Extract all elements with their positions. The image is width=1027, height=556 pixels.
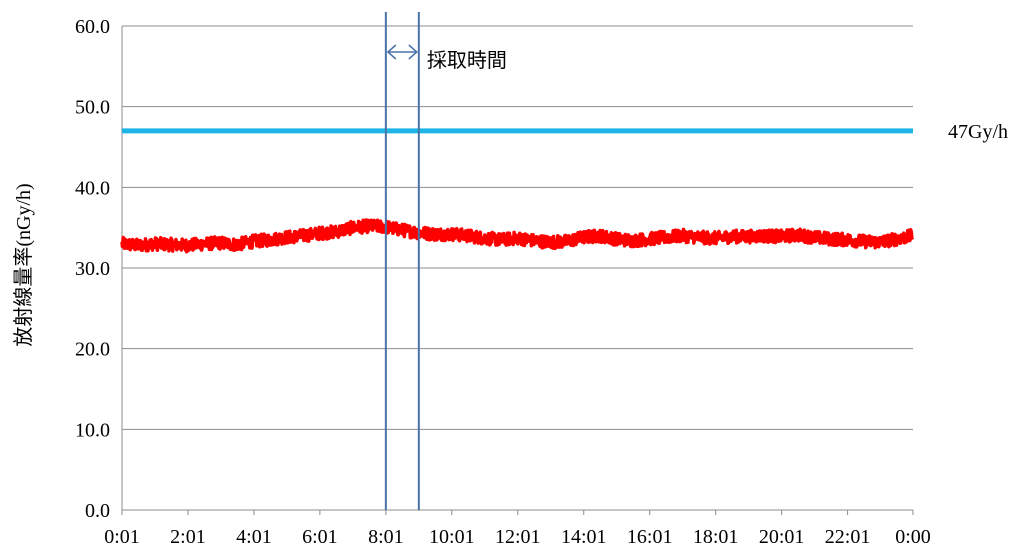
x-tick-label: 12:01 — [495, 526, 541, 548]
y-axis-ticks: 0.0 10.0 20.0 30.0 40.0 50.0 60.0 — [75, 16, 110, 522]
gridlines — [121, 25, 913, 511]
x-tick-label: 18:01 — [693, 526, 739, 548]
reference-line-label: 47Gy/h — [948, 121, 1008, 143]
x-tick-label: 8:01 — [368, 526, 404, 548]
sampling-arrow-left-head — [386, 44, 397, 60]
sampling-time-annotation: 採取時間 — [384, 12, 507, 510]
x-axis-ticks: 0:01 2:01 4:01 6:01 8:01 10:01 12:01 14:01 16:01… — [104, 510, 931, 548]
y-tick-label: 60.0 — [75, 16, 110, 38]
x-tick-label: 20:01 — [759, 526, 805, 548]
x-tick-label: 0:00 — [895, 526, 931, 548]
x-tick-label: 4:01 — [236, 526, 272, 548]
x-tick-label: 0:01 — [104, 526, 140, 548]
sampling-time-label: 採取時間 — [427, 49, 507, 72]
x-tick-label: 22:01 — [825, 526, 871, 548]
sampling-arrow-right-head — [408, 44, 418, 60]
y-tick-label: 30.0 — [75, 258, 110, 280]
y-tick-label: 0.0 — [85, 500, 110, 522]
x-tick-label: 2:01 — [170, 526, 206, 548]
series-lines — [120, 128, 915, 254]
y-tick-label: 40.0 — [75, 177, 110, 199]
y-tick-label: 10.0 — [75, 419, 110, 441]
dose-rate-line — [120, 218, 915, 254]
x-tick-label: 6:01 — [302, 526, 338, 548]
x-tick-label: 14:01 — [561, 526, 607, 548]
x-tick-label: 10:01 — [429, 526, 475, 548]
y-tick-label: 20.0 — [75, 339, 110, 361]
x-tick-label: 16:01 — [627, 526, 673, 548]
y-axis-label: 放射線量率(nGy/h) — [12, 183, 35, 346]
y-tick-label: 50.0 — [75, 97, 110, 119]
